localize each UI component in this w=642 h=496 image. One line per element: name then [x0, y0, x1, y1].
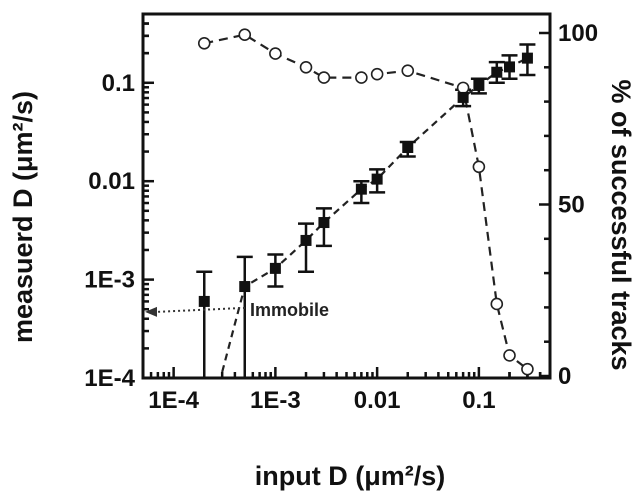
right-tick-label: 0 — [558, 363, 571, 390]
measured-d-point — [491, 66, 503, 78]
error-bars — [196, 43, 536, 378]
left-axis-ticks: 1E-4 1E-3 0.01 0.1 — [84, 12, 154, 392]
measured-d-trend-line — [221, 57, 528, 373]
right-axis-ticks: 0 50 100 — [539, 20, 598, 390]
success-rate-point — [317, 71, 331, 84]
measured-d-point — [457, 91, 469, 103]
x-tick-label: 1E-4 — [148, 387, 199, 414]
right-axis-title: % of successful tracks — [606, 79, 636, 370]
right-tick-label: 50 — [558, 192, 585, 219]
x-tick-label: 1E-3 — [250, 387, 301, 414]
measured-d-point — [521, 52, 533, 64]
x-axis-ticks: 1E-4 1E-3 0.01 0.1 — [141, 367, 552, 414]
success-rate-point — [401, 64, 415, 78]
success-rate-point — [456, 81, 470, 95]
measured-d-point — [318, 217, 330, 229]
left-tick-label: 0.01 — [88, 168, 135, 195]
success-rate-point — [299, 61, 313, 74]
success-rate-point — [521, 362, 534, 376]
success-rate-point — [370, 67, 384, 81]
x-tick-label: 0.01 — [354, 387, 401, 414]
measured-d-point — [473, 79, 485, 91]
x-axis-title: input D (μm²/s) — [255, 461, 446, 491]
left-axis-title: measuerd D (μm²/s) — [8, 91, 38, 343]
measured-d-point — [239, 281, 251, 293]
success-rate-point — [490, 297, 504, 311]
measured-d-point — [269, 262, 281, 274]
right-tick-label: 100 — [558, 20, 598, 47]
success-rate-point — [238, 28, 252, 42]
success-rate-point — [269, 47, 282, 60]
success-rate-point — [503, 349, 516, 362]
left-tick-label: 1E-3 — [84, 267, 135, 294]
x-tick-label: 0.1 — [462, 387, 495, 414]
success-rate-point — [355, 71, 368, 84]
measured-d-point — [300, 234, 312, 246]
measured-d-point — [402, 141, 414, 153]
annotation-group: Immobile — [145, 300, 329, 320]
annotation-arrow-head — [145, 306, 157, 317]
measured-d-point — [198, 295, 210, 307]
immobile-label: Immobile — [250, 300, 329, 320]
data-markers — [197, 28, 534, 376]
measured-d-point — [504, 61, 516, 73]
left-tick-label: 1E-4 — [84, 365, 135, 392]
measured-d-point — [355, 183, 367, 195]
success-rate-point — [197, 36, 211, 50]
measured-d-point — [371, 173, 383, 185]
left-tick-label: 0.1 — [102, 70, 135, 97]
success-rate-point — [472, 160, 486, 174]
annotation-arrow-line — [156, 306, 246, 313]
